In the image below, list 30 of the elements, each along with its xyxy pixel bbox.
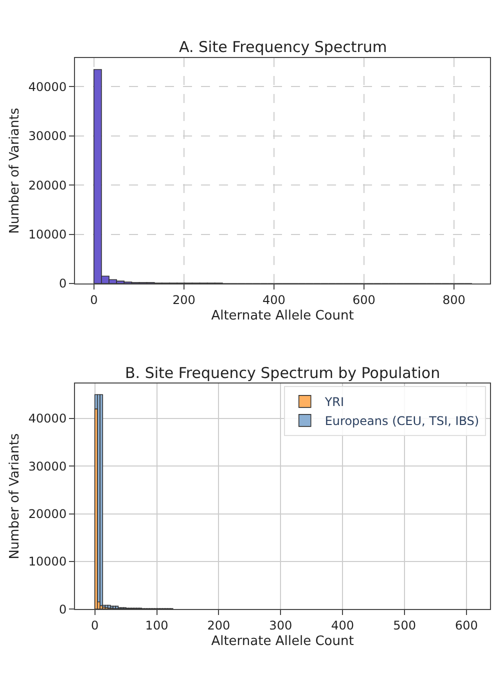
y-tick-label: 20000 (28, 178, 67, 192)
chart-title: A. Site Frequency Spectrum (179, 38, 388, 56)
y-tick-label: 40000 (28, 412, 67, 426)
chart-title: B. Site Frequency Spectrum by Population (125, 364, 440, 382)
legend-label: Europeans (CEU, TSI, IBS) (324, 414, 480, 428)
y-tick-label: 10000 (28, 228, 67, 242)
legend-label: YRI (324, 395, 344, 410)
y-tick-label: 0 (58, 276, 67, 291)
x-tick-label: 600 (352, 292, 376, 307)
y-tick-label: 30000 (28, 129, 67, 144)
x-tick-label: 100 (145, 618, 168, 632)
x-tick-label: 400 (262, 292, 286, 307)
x-tick-label: 200 (207, 618, 230, 632)
x-tick-label: 0 (91, 618, 99, 632)
x-tick-label: 0 (90, 292, 98, 307)
y-axis-title: Number of Variants (7, 108, 22, 234)
y-tick-label: 20000 (28, 506, 67, 521)
y-axis-title: Number of Variants (7, 433, 22, 560)
x-tick-label: 200 (172, 292, 196, 307)
y-tick-label: 30000 (28, 459, 67, 474)
y-tick-label: 40000 (28, 80, 67, 94)
x-tick-label: 500 (393, 618, 416, 632)
x-tick-label: 800 (442, 292, 466, 307)
x-tick-label: 300 (269, 618, 292, 632)
y-tick-label: 0 (58, 602, 67, 616)
x-axis-title: Alternate Allele Count (211, 308, 354, 324)
x-tick-label: 600 (455, 618, 478, 632)
x-tick-label: 400 (331, 618, 354, 632)
x-axis-title: Alternate Allele Count (211, 634, 354, 650)
y-tick-label: 10000 (28, 554, 67, 569)
